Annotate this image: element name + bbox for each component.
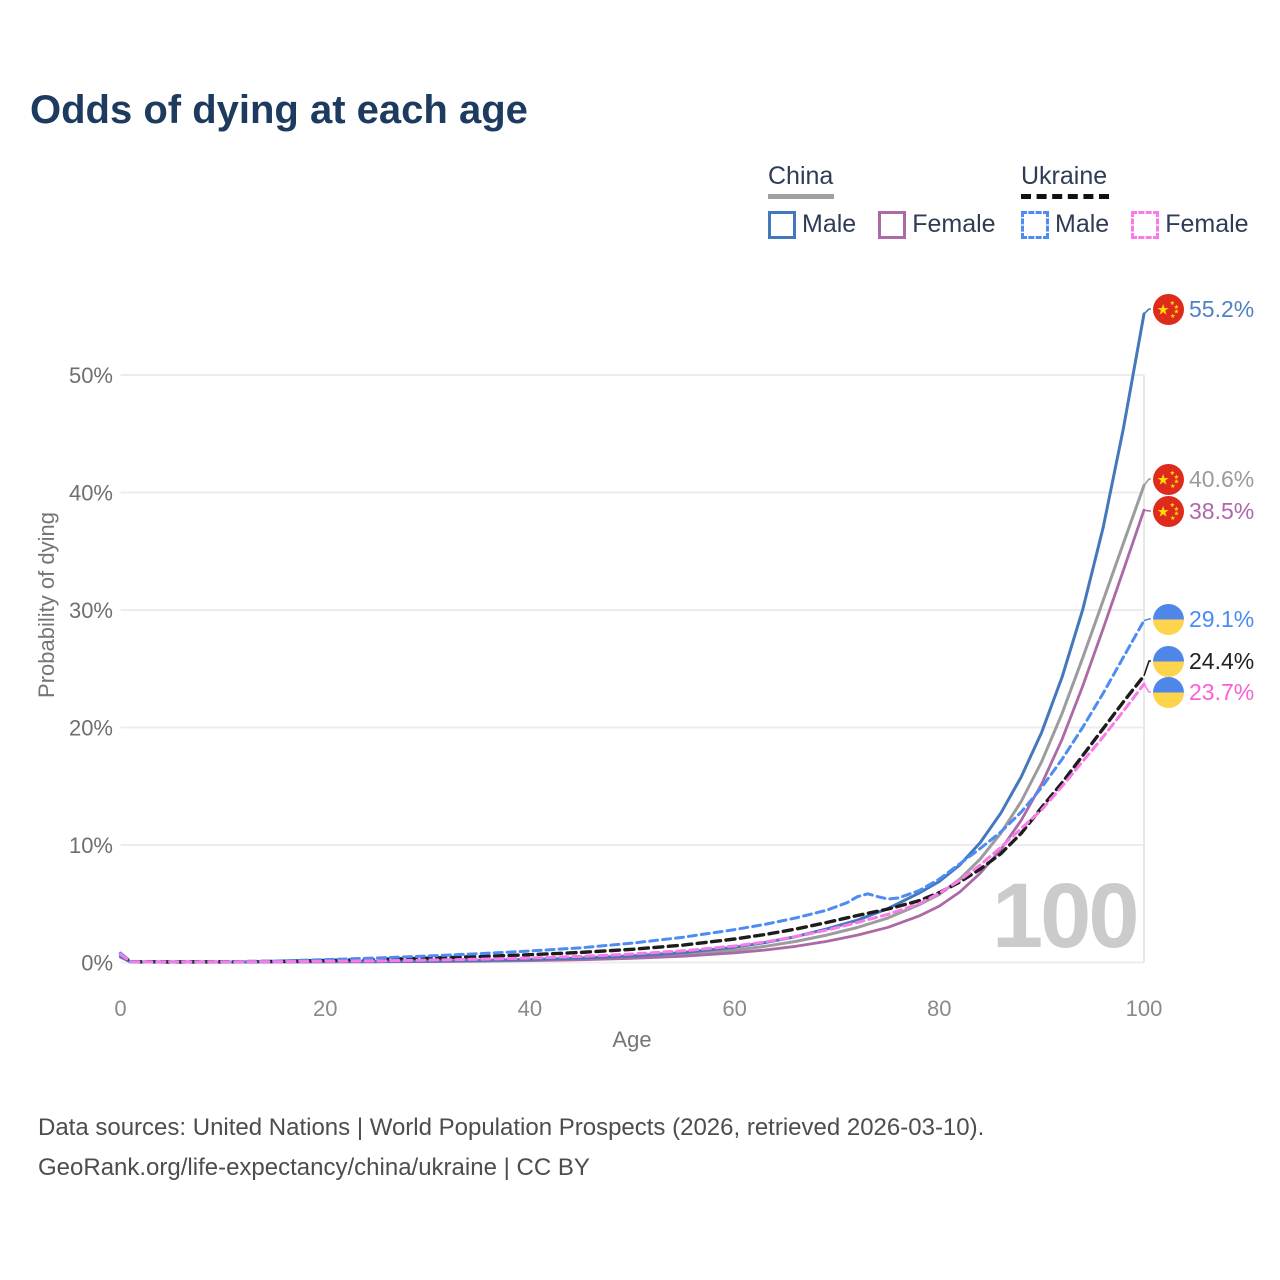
y-tick-30: 30% xyxy=(69,598,113,623)
label-connector-ukraine-total xyxy=(1143,660,1151,677)
legend-china-label[interactable]: China xyxy=(768,162,834,190)
legend-swatch-ukraine-male[interactable] xyxy=(1021,210,1049,239)
footer-sources: Data sources: United Nations | World Pop… xyxy=(38,1114,985,1141)
series-line-china-female[interactable] xyxy=(119,508,1146,964)
svg-text:★: ★ xyxy=(1170,482,1176,489)
series-line-ukraine-male[interactable] xyxy=(119,619,1146,964)
age-cursor-watermark: 100 xyxy=(992,865,1139,967)
svg-text:★: ★ xyxy=(1174,303,1180,310)
series-line-china-male[interactable] xyxy=(119,312,1146,964)
y-tick-40: 40% xyxy=(69,481,113,506)
series-end-value: 40.6% xyxy=(1189,465,1255,492)
series-end-label-china-female[interactable]: ★ ★ ★ ★ ★ 38.5% xyxy=(1153,495,1254,527)
x-tick-60: 60 xyxy=(722,996,746,1021)
china-flag-icon: ★ ★★★★ xyxy=(1153,495,1184,527)
y-tick-20: 20% xyxy=(69,716,113,741)
svg-text:★: ★ xyxy=(1170,469,1176,476)
china-flag-icon: ★ ★★★★ xyxy=(1153,463,1184,495)
label-connector-ukraine-male xyxy=(1143,618,1151,622)
legend-group-ukraine: Ukraine Male Female xyxy=(1021,162,1271,239)
legend-ukraine-label[interactable]: Ukraine xyxy=(1021,162,1108,190)
footer-attribution: GeoRank.org/life-expectancy/china/ukrain… xyxy=(38,1154,590,1181)
footer: Data sources: United Nations | World Pop… xyxy=(38,1108,984,1188)
legend-china-underline xyxy=(768,194,834,199)
china-flag-icon: ★ ★★★★ xyxy=(1153,293,1184,325)
svg-text:★: ★ xyxy=(1157,302,1170,318)
legend-ukraine-underline xyxy=(1021,194,1109,199)
series-end-label-china-total[interactable]: ★ ★ ★ ★ ★ 40.6% xyxy=(1153,463,1254,495)
y-tick-0: 0% xyxy=(81,951,113,976)
svg-text:★: ★ xyxy=(1174,505,1180,512)
legend-ukraine-female-label[interactable]: Female xyxy=(1165,210,1249,238)
series-end-value: 24.4% xyxy=(1189,647,1255,674)
y-tick-10: 10% xyxy=(69,833,113,858)
y-tick-50: 50% xyxy=(69,363,113,388)
x-tick-20: 20 xyxy=(313,996,337,1021)
y-axis-title: Probability of dying xyxy=(34,512,59,698)
svg-text:★: ★ xyxy=(1157,472,1170,488)
svg-text:★: ★ xyxy=(1170,312,1176,319)
series-end-label-china-male[interactable]: ★ ★ ★ ★ ★ 55.2% xyxy=(1153,293,1254,325)
legend-ukraine-male-label[interactable]: Male xyxy=(1055,210,1110,238)
label-connector-china-male xyxy=(1143,308,1151,315)
svg-text:★: ★ xyxy=(1170,299,1176,306)
svg-text:★: ★ xyxy=(1174,308,1180,315)
ukraine-flag-icon xyxy=(1153,645,1184,677)
page-title: Odds of dying at each age xyxy=(30,88,528,132)
series-line-china-total[interactable] xyxy=(119,483,1146,964)
svg-text:★: ★ xyxy=(1174,473,1180,480)
x-tick-40: 40 xyxy=(518,996,542,1021)
svg-text:★: ★ xyxy=(1170,514,1176,521)
svg-text:★: ★ xyxy=(1174,510,1180,517)
x-tick-80: 80 xyxy=(927,996,951,1021)
legend-china-male-label[interactable]: Male xyxy=(802,210,857,238)
series-end-value: 38.5% xyxy=(1189,497,1255,524)
svg-text:★: ★ xyxy=(1170,501,1176,508)
label-connector-ukraine-female xyxy=(1143,683,1151,693)
series-end-label-ukraine-total[interactable]: 24.4% xyxy=(1153,645,1254,677)
legend-swatch-ukraine-female[interactable] xyxy=(1131,210,1160,239)
label-connector-china-female xyxy=(1143,509,1151,512)
ukraine-flag-icon xyxy=(1153,676,1184,708)
series-end-value: 23.7% xyxy=(1189,678,1255,705)
series-end-label-ukraine-male[interactable]: 29.1% xyxy=(1153,603,1254,635)
x-tick-100: 100 xyxy=(1126,996,1163,1021)
series-line-ukraine-total[interactable] xyxy=(118,674,1146,964)
series-end-value: 55.2% xyxy=(1189,295,1255,322)
ukraine-flag-icon xyxy=(1153,603,1184,635)
label-connector-china-total xyxy=(1143,478,1151,486)
svg-text:★: ★ xyxy=(1174,478,1180,485)
series-end-label-ukraine-female[interactable]: 23.7% xyxy=(1153,676,1254,708)
svg-text:★: ★ xyxy=(1157,504,1170,520)
series-end-value: 29.1% xyxy=(1189,605,1255,632)
legend-china-female-label[interactable]: Female xyxy=(912,210,996,238)
legend-swatch-china-male[interactable] xyxy=(768,210,796,239)
x-axis-title: Age xyxy=(612,1027,652,1052)
series-line-ukraine-female[interactable] xyxy=(119,682,1146,964)
legend-swatch-china-female[interactable] xyxy=(878,210,907,239)
x-tick-0: 0 xyxy=(114,996,126,1021)
legend-group-china: China Male Female xyxy=(768,162,1018,239)
